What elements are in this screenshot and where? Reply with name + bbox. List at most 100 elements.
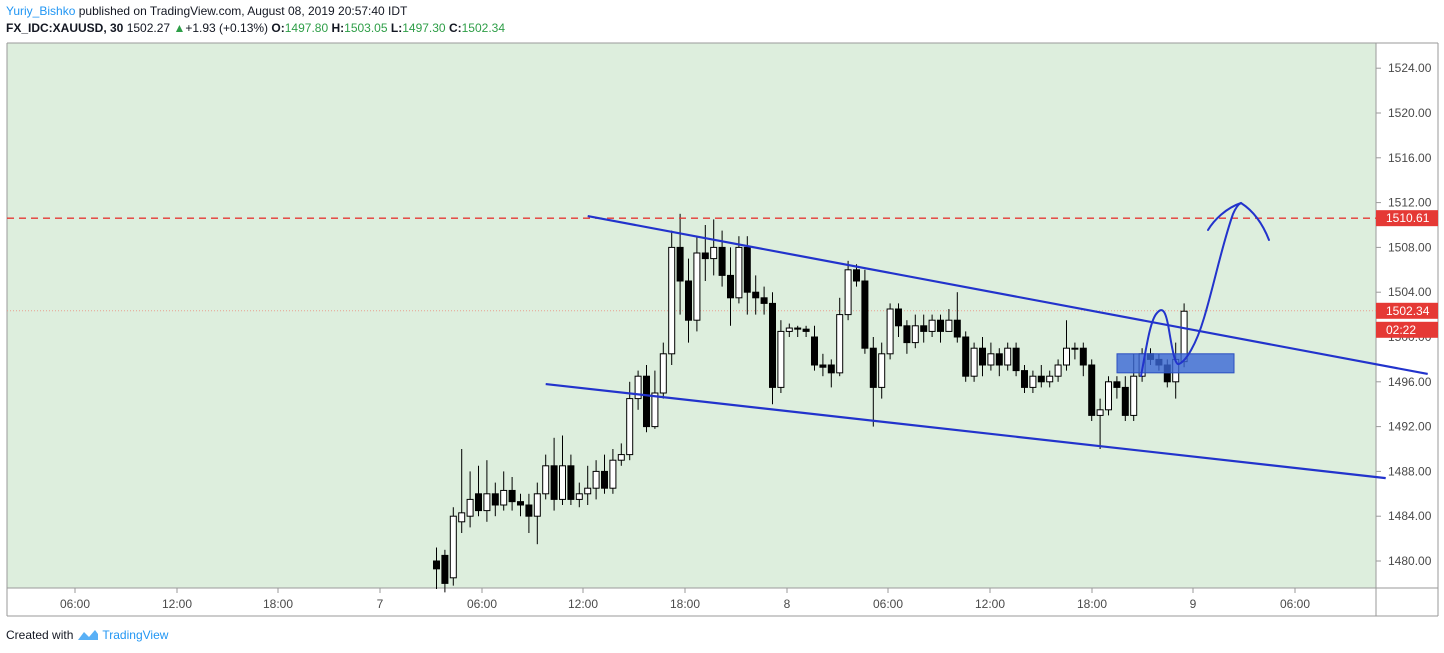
candle	[592, 460, 600, 500]
up-arrow-icon: ▲	[173, 21, 186, 35]
candle-body-down	[433, 560, 440, 570]
candle	[861, 269, 869, 354]
candle	[559, 435, 566, 505]
time-tick-label: 12:00	[162, 597, 192, 611]
candle	[802, 325, 810, 337]
candle	[634, 370, 642, 410]
price-chart[interactable]: 1480.001484.001488.001492.001496.001500.…	[0, 0, 1444, 620]
candle	[676, 213, 684, 315]
candle-body-up	[542, 465, 550, 495]
candle	[911, 314, 919, 349]
candle	[1079, 342, 1087, 377]
candle-body-down	[794, 327, 802, 330]
candle-body-up	[584, 487, 592, 495]
candle-body-down	[1088, 364, 1096, 416]
candle-body-up	[1046, 375, 1054, 383]
countdown-tag: 02:22	[1376, 321, 1438, 338]
candle-body-down	[475, 493, 482, 512]
trendline-upper[interactable]	[587, 214, 1428, 376]
time-tick-label: 06:00	[60, 597, 90, 611]
candle-body-up	[1130, 375, 1138, 416]
candle	[903, 320, 911, 354]
high-label: H:	[331, 21, 345, 35]
candle-body-up	[634, 375, 642, 400]
candle-body-up	[449, 515, 457, 579]
candle	[643, 365, 650, 433]
candle	[886, 303, 894, 360]
candle-body-down	[1021, 370, 1028, 388]
price-tick-label: 1480.00	[1388, 554, 1432, 568]
candle-body-down	[861, 280, 869, 349]
projection-path[interactable]	[1140, 202, 1242, 377]
candle-body-up	[735, 246, 743, 299]
resistance-price-tag: 1510.61	[1376, 210, 1438, 227]
candles	[433, 213, 1188, 593]
resistance-price-tag-text: 1510.61	[1386, 211, 1430, 225]
candle	[1105, 376, 1112, 416]
symbol-label: FX_IDC:XAUUSD, 30	[6, 21, 124, 35]
candle	[769, 292, 776, 405]
last-price-tag-text: 1502.34	[1386, 304, 1430, 318]
candle-body-up	[1004, 347, 1012, 366]
time-tick-label: 06:00	[1280, 597, 1310, 611]
candle	[1012, 342, 1020, 377]
price-tick-label: 1524.00	[1388, 61, 1432, 75]
candle	[970, 342, 978, 382]
author-link[interactable]: Yuriy_Bishko	[6, 4, 76, 18]
candle-body-up	[575, 493, 583, 500]
trendline-lower[interactable]	[545, 382, 1386, 480]
candle-body-down	[727, 274, 734, 299]
tradingview-brand[interactable]: TradingView	[102, 628, 169, 642]
candle	[1063, 320, 1070, 371]
candle	[701, 225, 709, 281]
candle-body-down	[525, 504, 533, 517]
candle	[458, 449, 466, 533]
candle	[1071, 342, 1079, 360]
candle	[811, 325, 818, 371]
candle-body-up	[945, 319, 953, 332]
candle	[920, 314, 928, 343]
open-label: O:	[271, 21, 285, 35]
candle	[937, 314, 944, 343]
last-price: 1502.27	[126, 21, 171, 35]
created-with-text: Created with	[6, 628, 74, 642]
candle	[785, 323, 793, 337]
time-axis[interactable]: 06:00 12:00 18:00 7 06:00 12:00 18:00 8 06:00 12:…	[60, 588, 1310, 611]
candle	[1088, 359, 1096, 421]
candle	[525, 493, 533, 533]
candle-body-down	[601, 470, 608, 489]
candle	[533, 482, 541, 545]
price-tick-label: 1512.00	[1388, 196, 1432, 210]
candle	[878, 342, 886, 399]
close-label: C:	[448, 21, 462, 35]
time-tick-label: 12:00	[975, 597, 1005, 611]
demand-zone[interactable]	[1116, 353, 1235, 374]
time-tick-label: 9	[1190, 597, 1197, 611]
candle-body-up	[886, 308, 894, 355]
candle	[987, 342, 995, 371]
footer: Created with TradingView	[6, 628, 168, 642]
candle-body-down	[1113, 381, 1121, 388]
candle	[752, 275, 760, 315]
candle	[500, 471, 508, 511]
candle	[995, 348, 1003, 377]
countdown-tag-text: 02:22	[1386, 323, 1416, 337]
candle	[844, 260, 852, 321]
candle-body-down	[643, 375, 650, 428]
arrow-head-icon	[1207, 201, 1270, 241]
countdown-tag-bg	[1376, 321, 1438, 338]
publish-text: published on TradingView.com, August 08,…	[78, 4, 408, 18]
candle	[567, 454, 575, 505]
candle-body-down	[895, 308, 902, 327]
candle-body-up	[1071, 347, 1079, 350]
candle	[668, 230, 676, 365]
open-value: 1497.80	[284, 21, 329, 35]
price-tick-label: 1504.00	[1388, 285, 1432, 299]
candle	[819, 353, 827, 377]
candle-body-up	[693, 252, 701, 321]
candle-body-down	[718, 246, 726, 276]
candle-body-up	[458, 512, 466, 523]
high-value: 1503.05	[344, 21, 388, 35]
time-tick-label: 18:00	[1077, 597, 1107, 611]
candle-body-up	[1029, 375, 1037, 388]
